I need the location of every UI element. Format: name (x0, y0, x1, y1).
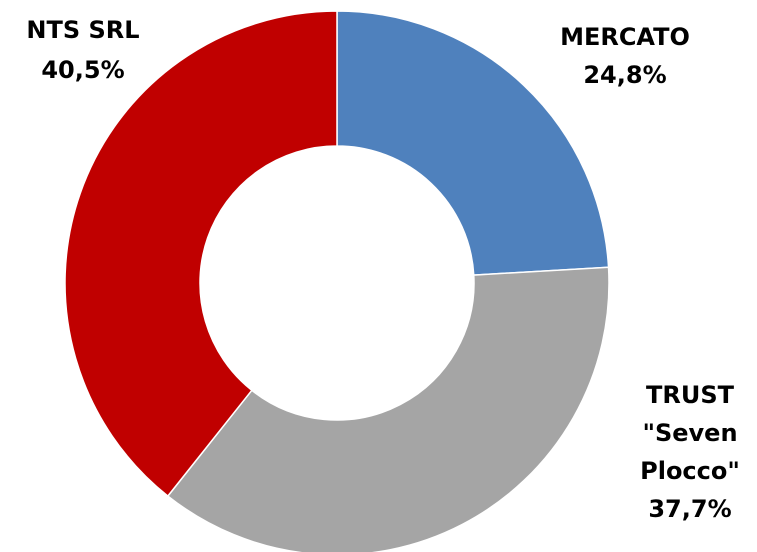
value-label: 37,7% (648, 495, 732, 523)
category-label: TRUST "Seven Plocco" (640, 381, 740, 485)
donut-slice (336, 10, 610, 276)
value-label: 24,8% (583, 61, 667, 89)
value-label: 40,5% (41, 56, 125, 84)
donut-slice (166, 266, 610, 552)
donut-slice (64, 10, 338, 498)
category-label: MERCATO (560, 23, 690, 51)
category-label: NTS SRL (26, 16, 140, 44)
